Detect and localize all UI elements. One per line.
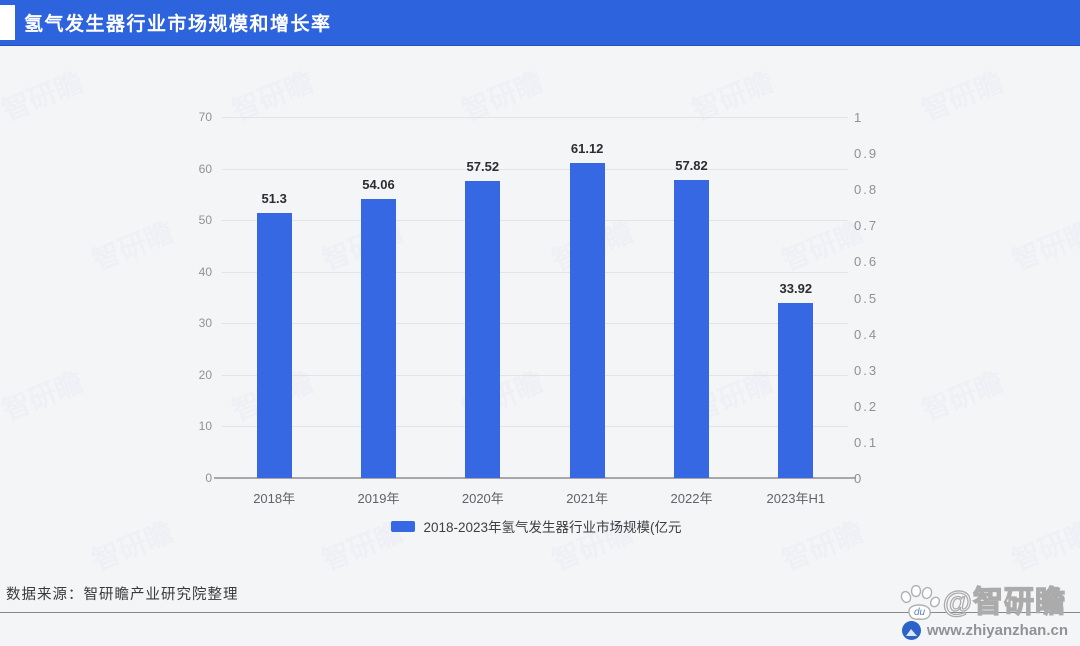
gridline	[222, 220, 848, 222]
y-axis-tick-left: 60	[198, 161, 212, 176]
title-bar: 氢气发生器行业市场规模和增长率	[0, 0, 1080, 46]
y-axis-tick-right: 0.6	[854, 254, 879, 270]
gridline	[222, 323, 848, 325]
gridline	[222, 426, 848, 428]
y-axis-tick-left: 40	[198, 264, 212, 279]
x-axis-tick: 2023年H1	[766, 491, 826, 506]
y-axis-tick-right: 0.5	[854, 290, 879, 306]
x-axis-tick: 2020年	[461, 491, 504, 506]
y-axis-tick-right: 0.8	[854, 182, 879, 198]
y-axis-tick-left: 70	[198, 110, 212, 124]
y-axis-tick-right: 1	[854, 110, 864, 125]
y-axis-tick-right: 0	[854, 471, 864, 486]
y-axis-tick-right: 0.9	[854, 146, 879, 162]
y-axis-tick-left: 50	[198, 213, 212, 228]
data-source-note: 数据来源：智研瞻产业研究院整理	[6, 587, 239, 603]
y-axis-tick-right: 0.1	[854, 434, 879, 450]
bar-2023年H1	[778, 303, 814, 478]
gridline	[222, 168, 848, 170]
x-axis-tick: 2018年	[253, 491, 296, 506]
bar-2018年	[256, 213, 292, 478]
bar-2021年	[569, 162, 605, 478]
y-axis-tick-right: 0.3	[854, 362, 879, 378]
bar-value-label: 61.12	[570, 140, 604, 156]
y-axis-tick-right: 0.4	[854, 326, 879, 342]
bar-value-label: 57.52	[466, 159, 500, 175]
globe-logo-icon	[901, 621, 921, 640]
brand-url: www.zhiyanzhan.cn	[926, 622, 1068, 639]
legend-swatch	[391, 520, 416, 532]
x-axis-tick: 2019年	[357, 491, 400, 506]
legend-label: 2018-2023年氢气发生器行业市场规模(亿元	[423, 520, 682, 535]
brand-url-row: www.zhiyanzhan.cn	[901, 621, 1068, 640]
y-axis-tick-right: 0.2	[854, 398, 879, 414]
bar-value-label: 33.92	[779, 281, 813, 297]
gridline	[222, 271, 848, 273]
brandmark: du @智研瞻 www.zhiyanzhan.cn	[874, 585, 1074, 646]
brand-name: @智研瞻	[942, 585, 1066, 619]
brand-row: du @智研瞻	[897, 585, 1066, 621]
bar-value-label: 57.82	[675, 157, 708, 173]
bar-2019年	[361, 199, 396, 478]
chart-legend: 2018-2023年氢气发生器行业市场规模(亿元	[225, 516, 848, 536]
bar-value-label: 51.3	[261, 191, 287, 207]
bar-value-label: 54.06	[362, 177, 395, 193]
page-title: 氢气发生器行业市场规模和增长率	[24, 14, 332, 35]
y-axis-tick-left: 20	[198, 367, 212, 382]
bar-2020年	[465, 181, 501, 478]
y-axis-tick-left: 30	[198, 316, 212, 331]
baidu-paw-icon: du	[900, 585, 940, 620]
y-axis-tick-right: 0.7	[854, 218, 879, 234]
gridline	[222, 117, 848, 118]
y-axis-tick-left: 0	[205, 471, 212, 485]
y-axis-tick-left: 10	[198, 419, 212, 434]
svg-text:du: du	[914, 607, 926, 618]
title-bar-accent	[0, 5, 15, 40]
footer-divider	[0, 612, 1080, 613]
gridline	[222, 374, 848, 376]
x-axis-line	[214, 477, 856, 479]
x-axis-tick: 2022年	[670, 491, 713, 506]
bar-2022年	[674, 179, 709, 478]
x-axis-tick: 2021年	[566, 491, 609, 506]
